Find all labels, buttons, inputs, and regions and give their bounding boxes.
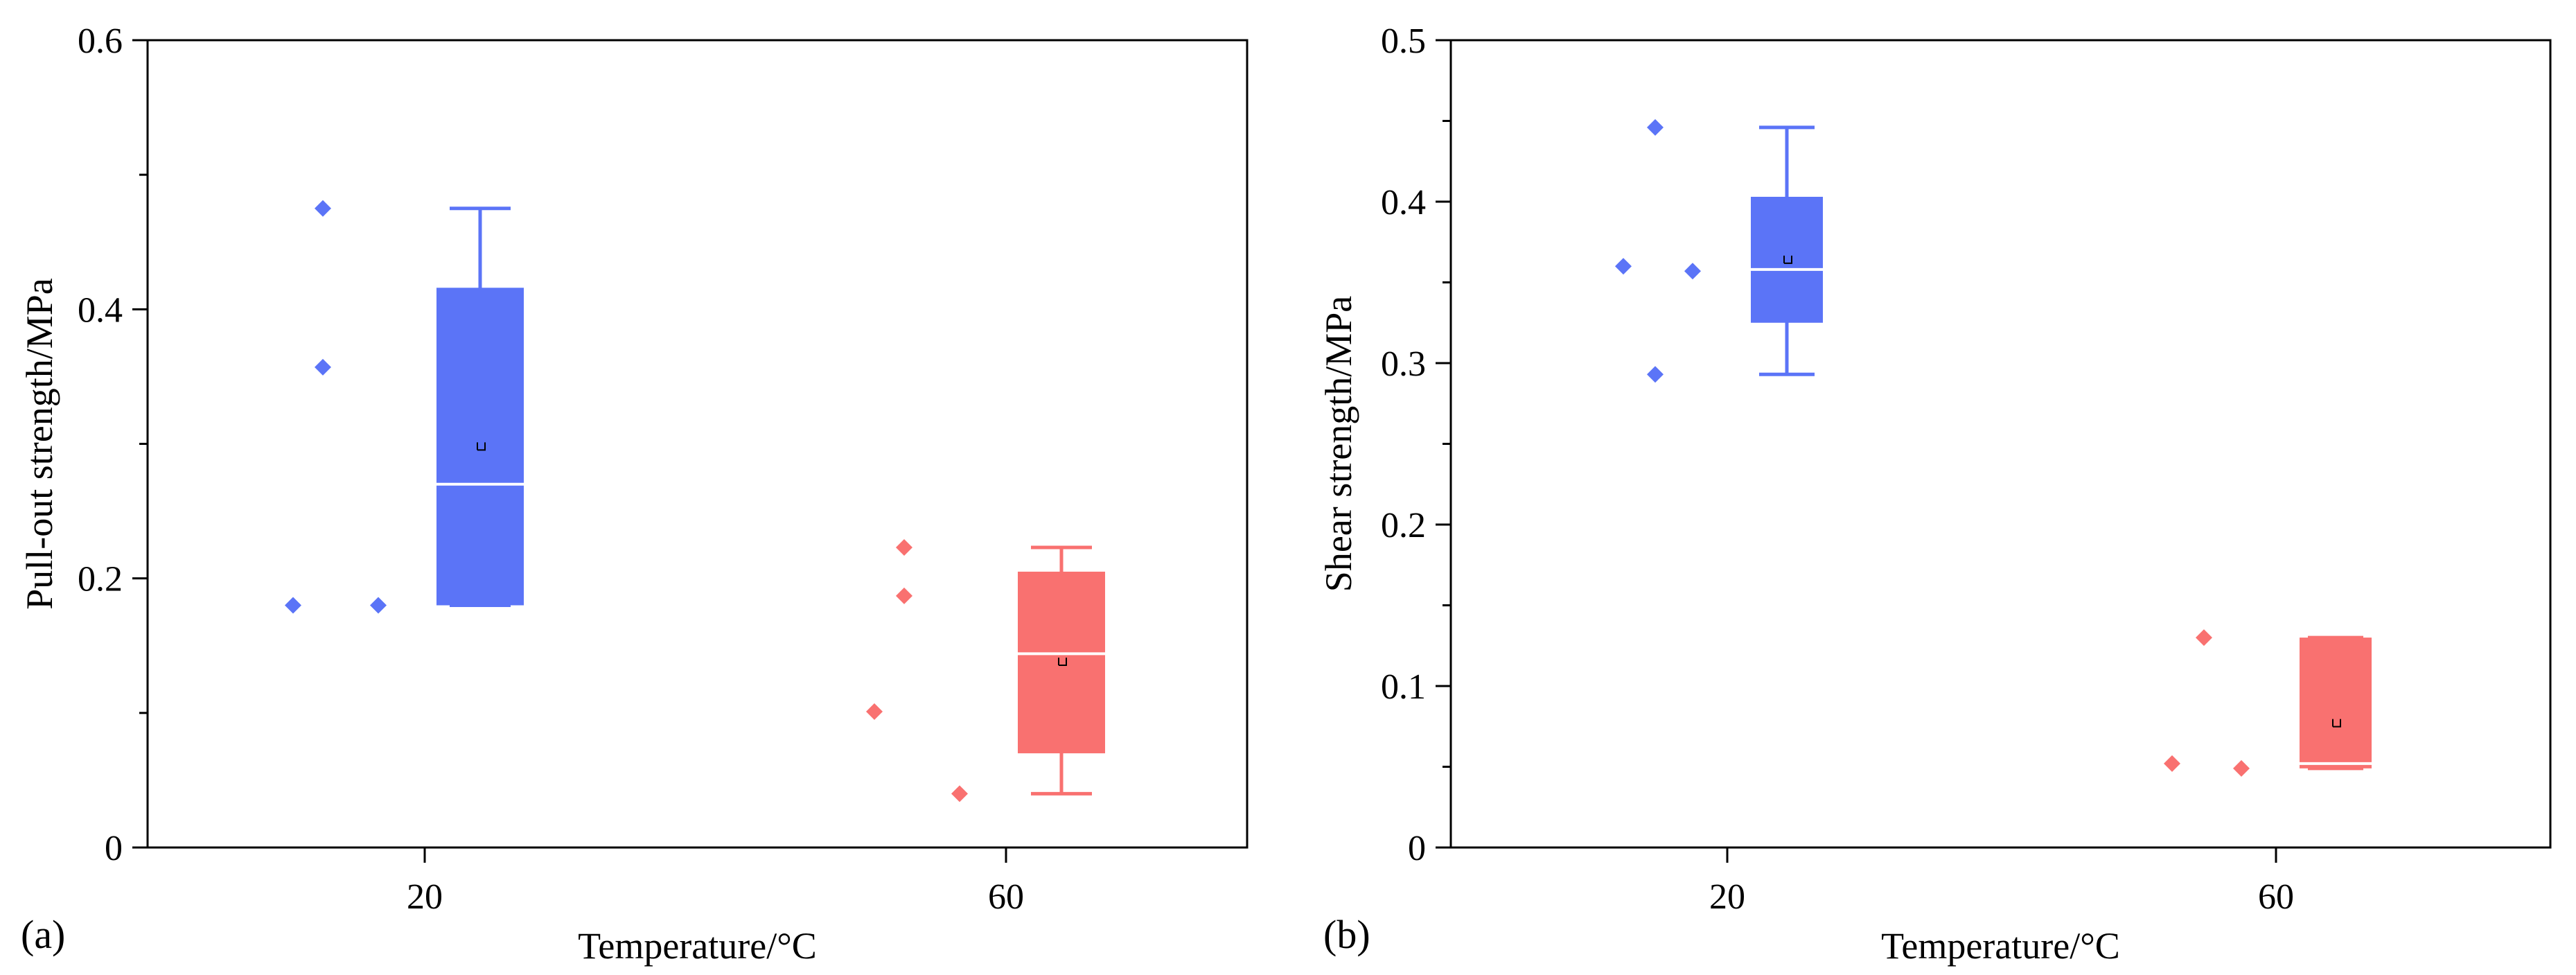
data-point bbox=[951, 785, 968, 802]
data-point bbox=[315, 358, 331, 376]
data-point bbox=[1615, 258, 1632, 275]
x-tick-label: 60 bbox=[988, 877, 1024, 917]
data-point bbox=[315, 200, 331, 217]
plot-frame bbox=[1449, 39, 2552, 849]
y-tick-label: 0 bbox=[105, 829, 123, 868]
mean-marker bbox=[477, 441, 486, 451]
y-tick-label: 0.2 bbox=[78, 560, 123, 599]
panel-label: (b) bbox=[1323, 912, 1370, 957]
x-tick-label: 20 bbox=[1709, 877, 1745, 917]
y-tick-label: 0.2 bbox=[1381, 506, 1426, 545]
panel-label: (a) bbox=[21, 912, 65, 957]
y-tick-label: 0 bbox=[1408, 829, 1426, 868]
y-axis-title: Pull-out strength/MPa bbox=[19, 278, 60, 610]
x-axis-title: Temperature/°C bbox=[578, 925, 817, 967]
y-tick-label: 0.6 bbox=[78, 21, 123, 61]
data-point bbox=[2164, 755, 2180, 772]
data-point bbox=[866, 703, 883, 720]
y-tick-label: 0.3 bbox=[1381, 344, 1426, 384]
data-point bbox=[285, 597, 301, 614]
data-point bbox=[2233, 759, 2250, 777]
y-axis-title: Shear strength/MPa bbox=[1318, 296, 1359, 592]
x-axis-title: Temperature/°C bbox=[1881, 925, 2120, 967]
data-point bbox=[1647, 366, 1664, 383]
mean-marker bbox=[1783, 254, 1792, 264]
box-iqr bbox=[2300, 638, 2372, 768]
mean-marker bbox=[2332, 718, 2341, 728]
x-tick-label: 20 bbox=[407, 877, 443, 917]
y-tick-label: 0.5 bbox=[1381, 21, 1426, 61]
panel-a-chart: 0 0.2 0.4 0.6 20 60 Temperature/°C Pull-out str… bbox=[19, 21, 1249, 967]
data-point bbox=[896, 587, 912, 604]
mean-marker bbox=[1058, 657, 1067, 667]
data-point bbox=[896, 539, 912, 556]
data-point bbox=[1684, 263, 1701, 280]
y-tick-label: 0.1 bbox=[1381, 667, 1426, 707]
x-tick-label: 60 bbox=[2258, 877, 2294, 917]
data-point bbox=[370, 597, 387, 614]
panel-b-chart: 0 0.1 0.2 0.3 0.4 0.5 20 60 Temperature/°C Shear … bbox=[1318, 21, 2552, 967]
y-tick-label: 0.4 bbox=[78, 290, 123, 330]
data-point bbox=[2196, 629, 2212, 647]
y-tick-label: 0.4 bbox=[1381, 183, 1426, 222]
data-point bbox=[1647, 118, 1664, 136]
